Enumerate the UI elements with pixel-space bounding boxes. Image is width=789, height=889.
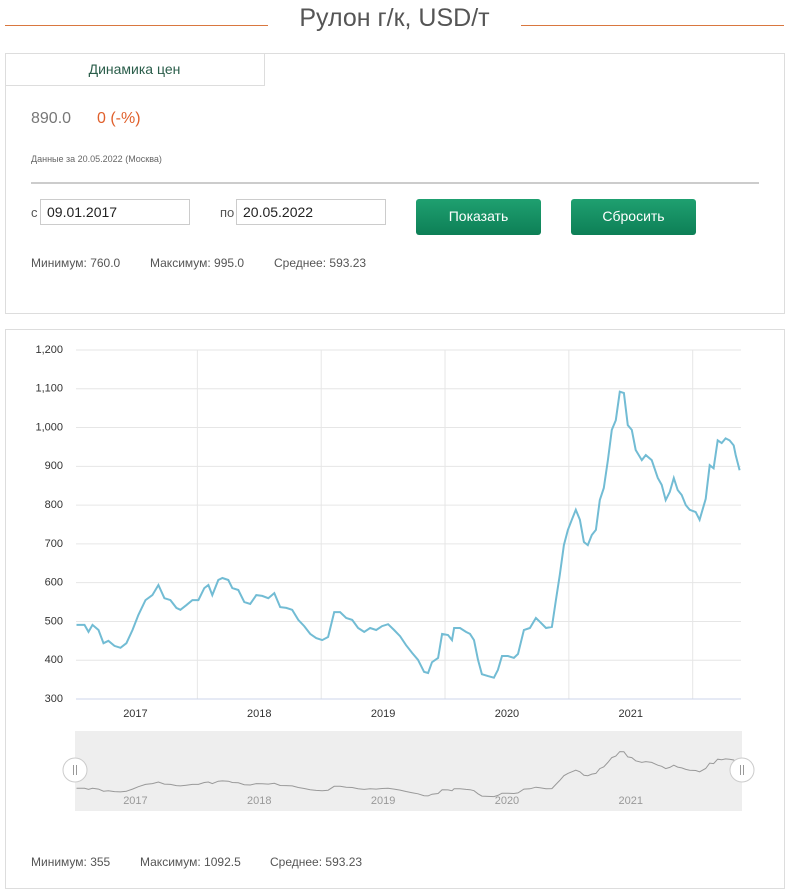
stat: Среднее: 593.23 bbox=[274, 256, 367, 270]
x-tick-label: 2020 bbox=[495, 708, 519, 720]
change: 0 (-%) bbox=[97, 110, 141, 127]
stat: Среднее: 593.23 bbox=[270, 855, 363, 869]
y-tick-label: 1,200 bbox=[35, 344, 63, 356]
y-tick-label: 800 bbox=[45, 499, 63, 511]
y-tick-label: 400 bbox=[45, 654, 63, 666]
reset-button[interactable]: Сбросить bbox=[571, 199, 696, 235]
stat: Минимум: 355 bbox=[31, 855, 111, 869]
tab[interactable]: Динамика цен bbox=[5, 53, 265, 86]
date-note: Данные за 20.05.2022 (Москва) bbox=[31, 154, 162, 164]
y-tick-label: 300 bbox=[45, 693, 63, 705]
x-tick-label: 2017 bbox=[123, 708, 147, 720]
from-label: с bbox=[31, 205, 38, 220]
price-panel bbox=[5, 53, 785, 314]
stat: Минимум: 760.0 bbox=[31, 256, 121, 270]
to-input[interactable]: 20.05.2022 bbox=[236, 199, 386, 225]
navigator-label: 2019 bbox=[371, 795, 395, 807]
navigator-label: 2020 bbox=[495, 795, 519, 807]
price: 890.0 bbox=[31, 110, 72, 127]
navigator-label: 2021 bbox=[619, 795, 643, 807]
page-title: Рулон г/к, USD/т bbox=[299, 4, 490, 32]
navigator-line bbox=[76, 751, 740, 798]
y-tick-label: 600 bbox=[45, 577, 63, 589]
from-input[interactable]: 09.01.2017 bbox=[40, 199, 190, 225]
price-line bbox=[76, 390, 741, 679]
navigator-handle[interactable] bbox=[729, 757, 755, 783]
show-button[interactable]: Показать bbox=[416, 199, 541, 235]
separator bbox=[31, 182, 759, 184]
title-rule bbox=[5, 25, 268, 26]
y-tick-label: 500 bbox=[45, 615, 63, 627]
x-tick-label: 2021 bbox=[619, 708, 643, 720]
navigator-handle[interactable] bbox=[62, 757, 88, 783]
to-label: по bbox=[220, 205, 235, 220]
title-rule bbox=[521, 25, 784, 26]
navigator-label: 2017 bbox=[123, 795, 147, 807]
stat: Максимум: 995.0 bbox=[150, 256, 245, 270]
stat: Максимум: 1092.5 bbox=[140, 855, 241, 869]
y-tick-label: 1,100 bbox=[35, 383, 63, 395]
navigator-label: 2018 bbox=[247, 795, 271, 807]
y-tick-label: 700 bbox=[45, 538, 63, 550]
x-tick-label: 2019 bbox=[371, 708, 395, 720]
y-tick-label: 900 bbox=[45, 460, 63, 472]
x-tick-label: 2018 bbox=[247, 708, 271, 720]
navigator-background bbox=[75, 731, 742, 811]
y-tick-label: 1,000 bbox=[35, 421, 63, 433]
